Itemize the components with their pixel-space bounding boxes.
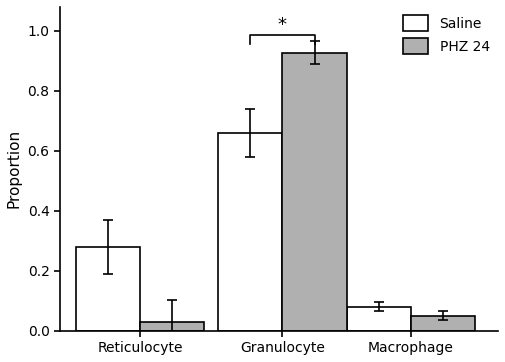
Text: *: * bbox=[278, 16, 287, 34]
Bar bbox=[346, 307, 411, 331]
Bar bbox=[218, 133, 282, 331]
Legend: Saline, PHZ 24: Saline, PHZ 24 bbox=[398, 10, 495, 60]
Bar bbox=[411, 316, 475, 331]
Y-axis label: Proportion: Proportion bbox=[7, 129, 22, 209]
Bar bbox=[282, 52, 346, 331]
Bar bbox=[140, 322, 205, 331]
Bar bbox=[76, 247, 140, 331]
